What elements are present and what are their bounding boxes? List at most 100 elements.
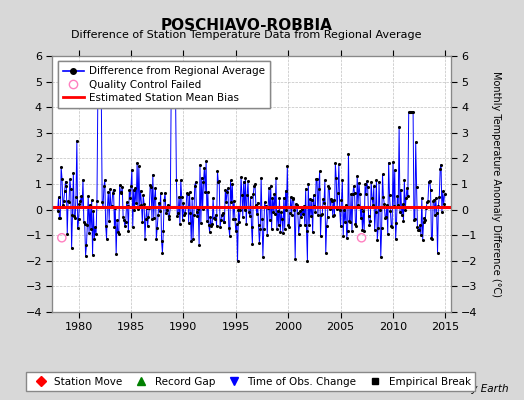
Point [377,254,385,260]
Point [112,251,121,258]
Point [107,203,116,209]
Point [144,223,152,229]
Point [77,193,85,200]
Point [422,204,430,211]
Point [104,188,113,195]
Point [425,178,434,184]
Point [292,200,300,207]
Point [368,194,376,201]
Point [436,166,444,172]
Point [58,175,66,182]
Point [343,228,352,234]
Point [351,190,359,196]
Point [208,221,216,228]
Point [206,214,215,220]
Point [246,213,254,219]
Point [357,205,366,211]
Point [173,213,181,219]
Point [110,186,118,193]
Point [66,176,74,182]
Point [199,206,207,212]
Point [170,91,178,98]
Point [287,194,295,200]
Point [297,214,305,220]
Point [98,199,106,205]
Point [141,236,149,242]
Point [415,226,423,233]
Point [289,196,298,202]
Point [102,236,111,242]
Point [238,191,246,198]
Point [178,194,186,200]
Point [406,109,414,116]
Point [228,181,236,187]
Point [312,176,320,182]
Point [195,242,203,248]
Point [190,211,198,218]
Point [403,193,412,199]
Point [118,183,126,190]
Point [296,208,304,214]
Point [96,96,105,103]
Point [440,201,448,208]
Point [438,209,446,215]
Point [116,189,125,196]
Point [122,219,130,225]
Point [155,199,163,206]
Y-axis label: Monthly Temperature Anomaly Difference (°C): Monthly Temperature Anomaly Difference (… [492,71,501,297]
Point [291,256,299,263]
Point [246,194,255,201]
Point [169,91,177,98]
Point [374,225,383,231]
Point [110,224,118,230]
Point [271,211,279,217]
Point [382,214,390,220]
Legend: Difference from Regional Average, Quality Control Failed, Estimated Station Mean: Difference from Regional Average, Qualit… [58,61,270,108]
Point [330,212,339,218]
Point [280,194,288,201]
Point [207,223,215,229]
Point [189,236,197,242]
Point [410,217,418,224]
Point [204,222,213,228]
Point [377,225,386,232]
Point [320,200,328,206]
Point [432,195,440,202]
Point [212,212,220,218]
Point [94,96,102,103]
Point [82,242,91,248]
Point [259,254,267,260]
Point [250,183,258,189]
Point [128,224,137,231]
Legend: Station Move, Record Gap, Time of Obs. Change, Empirical Break: Station Move, Record Gap, Time of Obs. C… [26,372,475,391]
Point [397,186,405,193]
Point [165,212,173,219]
Point [182,204,190,210]
Point [129,186,138,193]
Point [284,222,292,228]
Point [331,160,340,167]
Point [212,223,221,229]
Point [405,109,413,116]
Point [237,174,245,180]
Point [414,227,422,233]
Point [125,187,134,194]
Point [89,208,97,214]
Text: Berkeley Earth: Berkeley Earth [432,384,508,394]
Point [114,229,122,235]
Point [136,188,145,194]
Point [366,218,375,224]
Point [350,183,358,189]
Point [301,222,309,229]
Point [135,163,143,169]
Point [191,182,199,189]
Point [400,176,409,183]
Point [279,230,287,236]
Point [102,223,110,229]
Point [367,179,375,185]
Point [202,158,210,165]
Point [264,204,272,211]
Point [53,208,62,214]
Point [149,215,158,221]
Point [178,217,187,224]
